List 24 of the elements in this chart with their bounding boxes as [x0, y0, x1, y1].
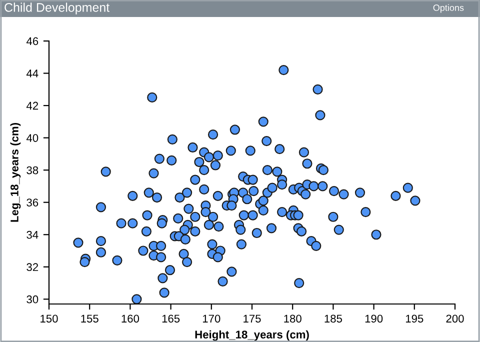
text: Options	[433, 4, 464, 13]
x-tick-label: 155	[81, 314, 98, 323]
y-tick-label: 30	[26, 295, 38, 304]
y-tick-label: 32	[26, 263, 38, 272]
y-tick-label: 42	[26, 102, 38, 110]
x-tick-label: 180	[284, 314, 302, 323]
x-tick-label: 195	[406, 314, 424, 323]
x-tick-label: 175	[244, 314, 261, 323]
x-tick-label: 160	[122, 314, 140, 323]
x-tick-label: 200	[446, 314, 464, 323]
x-axis-title: Height_18_years (cm)	[195, 330, 309, 341]
chart-title: Child Development	[4, 2, 110, 14]
y-tick-label: 46	[26, 37, 38, 46]
x-tick-label: 185	[324, 314, 342, 323]
y-tick-label: 40	[26, 134, 38, 142]
x-tick-label: 190	[365, 314, 383, 323]
x-tick-label: 165	[162, 314, 180, 323]
y-tick-label: 36	[26, 198, 38, 206]
y-tick-label: 38	[26, 166, 38, 174]
y-tick-label: 34	[26, 230, 38, 239]
y-axis-title: Leg_18_years (cm)	[10, 123, 21, 222]
x-tick-label: 170	[202, 314, 220, 323]
x-tick-label: 150	[40, 314, 58, 323]
y-tick-label: 44	[26, 70, 38, 78]
